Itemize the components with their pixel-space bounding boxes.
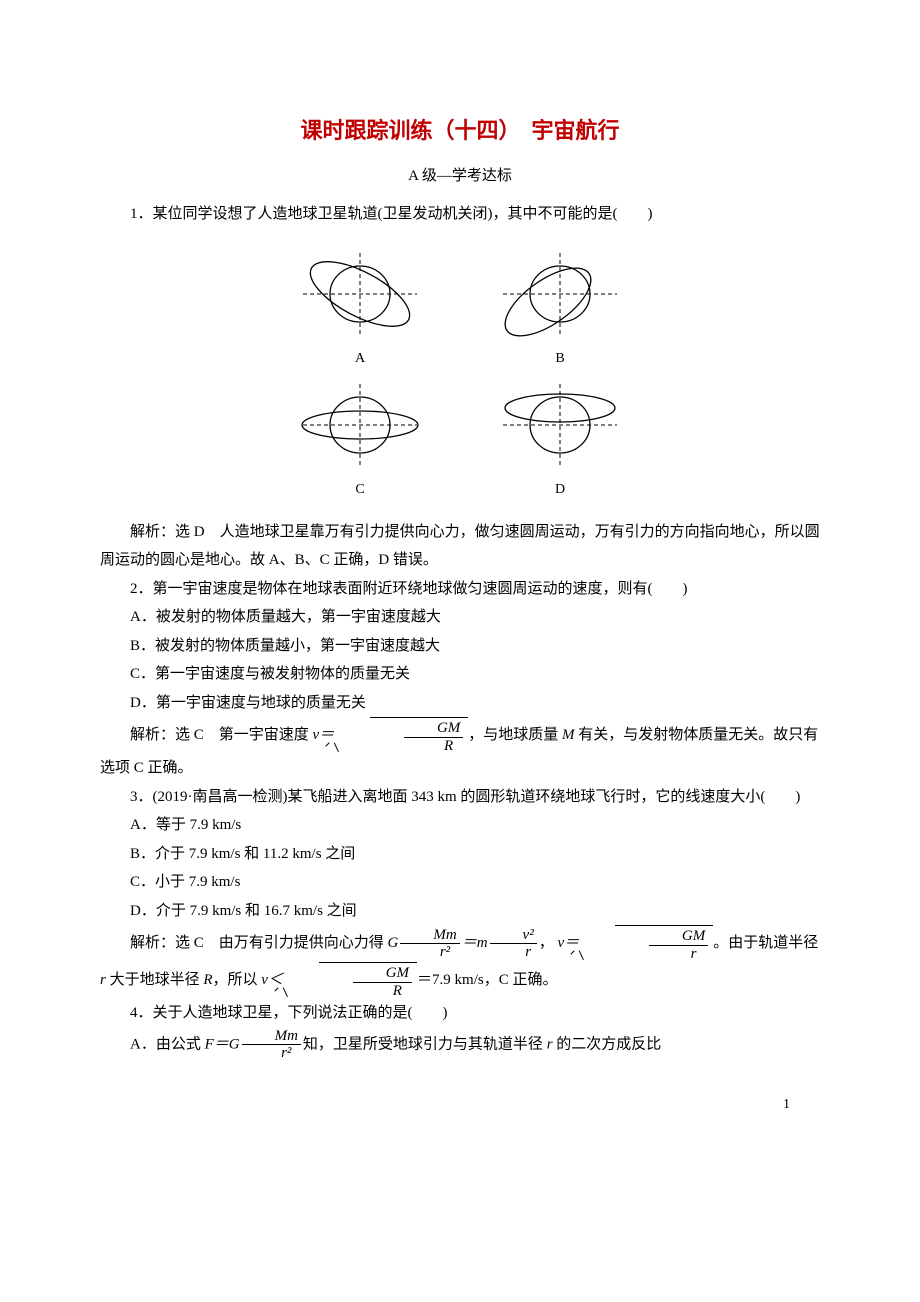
- sqrt-gm-over-r-small: GMr: [583, 925, 713, 962]
- q2-choice-b: B．被发射的物体质量越小，第一宇宙速度越大: [100, 632, 820, 661]
- q4-stem: 4．关于人造地球卫星，下列说法正确的是( ): [100, 999, 820, 1028]
- frac-num: GM: [353, 965, 412, 983]
- frac-den: r: [649, 946, 708, 963]
- figure-c: [295, 378, 425, 473]
- q3-veq: v＝: [557, 935, 579, 951]
- q3-mid2: 大于地球半径: [106, 972, 204, 988]
- figure-b: [495, 247, 625, 342]
- figure-a-label: A: [355, 346, 365, 373]
- sqrt-gm-over-r: GMR: [338, 717, 468, 754]
- frac-num: Mm: [242, 1028, 301, 1046]
- sqrt-gm-over-r-cap: GMR: [287, 962, 417, 999]
- q2-stem: 2．第一宇宙速度是物体在地球表面附近环绕地球做匀速圆周运动的速度，则有( ): [100, 575, 820, 604]
- q2-choice-c: C．第一宇宙速度与被发射物体的质量无关: [100, 660, 820, 689]
- q1-stem: 1．某位同学设想了人造地球卫星轨道(卫星发动机关闭)，其中不可能的是( ): [100, 200, 820, 229]
- q2-choice-d: D．第一宇宙速度与地球的质量无关: [100, 689, 820, 718]
- q3-g: G: [388, 935, 399, 951]
- frac-num: GM: [649, 928, 708, 946]
- q3-vlt: v＜: [261, 972, 283, 988]
- frac-den: r²: [400, 944, 459, 961]
- q3-choice-c: C．小于 7.9 km/s: [100, 868, 820, 897]
- q4-a-post: 知，卫星所受地球引力与其轨道半径: [303, 1036, 547, 1052]
- q3-stem: 3．(2019·南昌高一检测)某飞船进入离地面 343 km 的圆形轨道环绕地球…: [100, 783, 820, 812]
- frac-den: R: [353, 983, 412, 1000]
- frac-v2-r: v²r: [490, 927, 537, 961]
- q3-choice-a: A．等于 7.9 km/s: [100, 811, 820, 840]
- q2-v-eq: v＝: [313, 727, 335, 743]
- frac-den: R: [404, 738, 463, 755]
- page-title: 课时跟踪训练（十四） 宇宙航行: [100, 110, 820, 152]
- figure-d: [495, 378, 625, 473]
- frac-num: Mm: [400, 927, 459, 945]
- q4-a-pre: A．由公式: [130, 1036, 205, 1052]
- frac-den: r²: [242, 1045, 301, 1062]
- q3-choice-b: B．介于 7.9 km/s 和 11.2 km/s 之间: [100, 840, 820, 869]
- q3-choice-d: D．介于 7.9 km/s 和 16.7 km/s 之间: [100, 897, 820, 926]
- frac-den: r: [490, 944, 537, 961]
- frac-num: v²: [490, 927, 537, 945]
- section-a-heading: A 级—学考达标: [100, 162, 820, 191]
- q1-explanation: 解析：选 D 人造地球卫星靠万有引力提供向心力，做匀速圆周运动，万有引力的方向指…: [100, 518, 820, 575]
- figure-b-label: B: [555, 346, 564, 373]
- q2-expl-pre: 解析：选 C 第一宇宙速度: [130, 727, 313, 743]
- figure-a: [295, 247, 425, 342]
- q3-r-cap: R: [203, 972, 212, 988]
- frac-mm-r2: Mmr²: [400, 927, 459, 961]
- q3-expl-pre: 解析：选 C 由万有引力提供向心力得: [130, 935, 388, 951]
- q3-so: ，所以: [213, 972, 262, 988]
- q4-a-post2: 的二次方成反比: [553, 1036, 662, 1052]
- q4-choice-a: A．由公式 F＝GMmr²知，卫星所受地球引力与其轨道半径 r 的二次方成反比: [100, 1028, 820, 1062]
- frac-num: GM: [404, 720, 463, 738]
- q3-explanation: 解析：选 C 由万有引力提供向心力得 GMmr²＝mv²r， v＝ GMr。由于…: [100, 925, 820, 999]
- q4-f: F＝G: [205, 1036, 240, 1052]
- q2-choice-a: A．被发射的物体质量越大，第一宇宙速度越大: [100, 603, 820, 632]
- q2-expl-post: ，与地球质量: [468, 727, 562, 743]
- q3-mid: 。由于轨道半径: [713, 935, 818, 951]
- q2-explanation: 解析：选 C 第一宇宙速度 v＝ GMR，与地球质量 M 有关，与发射物体质量无…: [100, 717, 820, 783]
- q2-m: M: [562, 727, 575, 743]
- figure-c-label: C: [355, 477, 364, 504]
- page-number: 1: [100, 1092, 820, 1119]
- q1-figure: A B C: [100, 247, 820, 504]
- frac-mm-r2-b: Mmr²: [242, 1028, 301, 1062]
- q3-comma: ，: [539, 935, 554, 951]
- q3-val: ＝7.9 km/s，C 正确。: [417, 972, 557, 988]
- figure-d-label: D: [555, 477, 565, 504]
- q3-eq: ＝m: [462, 935, 488, 951]
